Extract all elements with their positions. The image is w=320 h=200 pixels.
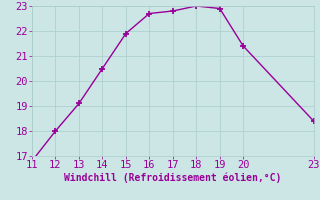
X-axis label: Windchill (Refroidissement éolien,°C): Windchill (Refroidissement éolien,°C) [64, 173, 282, 183]
